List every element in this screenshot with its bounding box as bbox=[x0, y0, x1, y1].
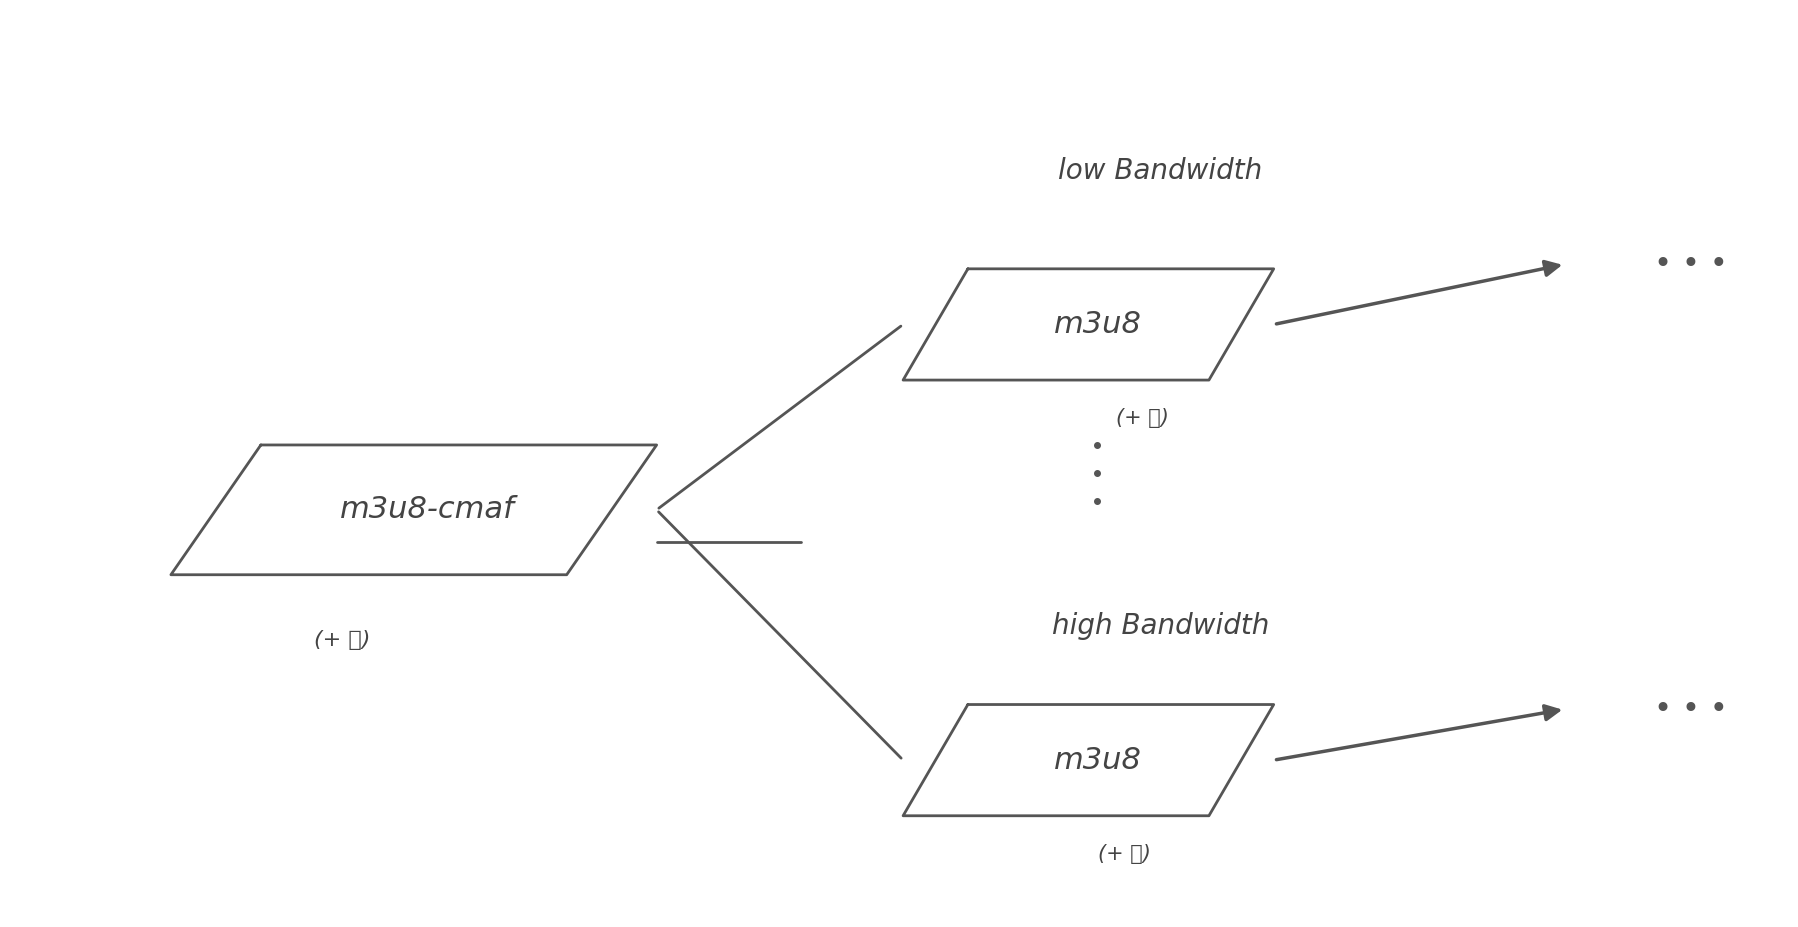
Text: (+ 🔒): (+ 🔒) bbox=[1097, 844, 1151, 864]
Text: m3u8: m3u8 bbox=[1054, 310, 1142, 339]
Text: • • •: • • • bbox=[1652, 249, 1728, 279]
Text: high Bandwidth: high Bandwidth bbox=[1052, 612, 1268, 640]
Text: (+ 🔒): (+ 🔒) bbox=[313, 630, 370, 651]
Text: (+ 🔒): (+ 🔒) bbox=[1115, 408, 1169, 428]
Text: m3u8: m3u8 bbox=[1054, 745, 1142, 775]
Text: low Bandwidth: low Bandwidth bbox=[1057, 158, 1262, 185]
Text: m3u8-cmaf: m3u8-cmaf bbox=[340, 495, 514, 525]
Text: • • •: • • • bbox=[1652, 694, 1728, 724]
